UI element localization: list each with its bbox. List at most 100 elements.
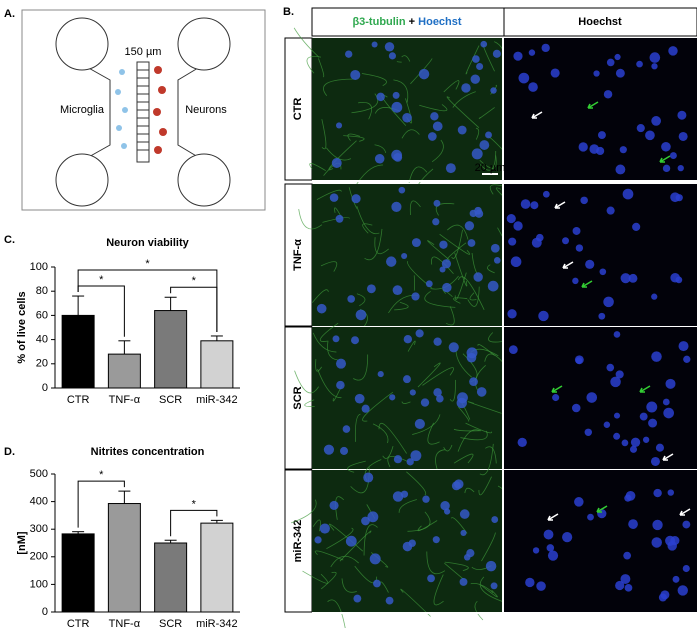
nucleus: [661, 141, 671, 152]
nucleus: [414, 418, 425, 430]
neurite: [470, 583, 494, 594]
neurite: [323, 78, 357, 97]
neurite: [408, 166, 428, 183]
nucleus: [403, 335, 413, 344]
y-tick-label: 100: [30, 578, 48, 590]
nucleus: [329, 193, 339, 202]
bar: [154, 542, 188, 613]
nucleus: [628, 273, 638, 283]
nucleus: [351, 336, 359, 345]
nucleus: [532, 547, 540, 554]
nucleus: [531, 237, 542, 248]
diagram-label: Microglia: [60, 104, 105, 116]
nucleus: [340, 446, 349, 455]
nucleus: [597, 131, 606, 140]
nucleus: [476, 62, 484, 71]
neurite: [451, 229, 463, 259]
y-tick-label: 400: [30, 496, 48, 508]
neurite: [362, 223, 373, 234]
nucleus: [479, 140, 490, 150]
nucleus: [572, 277, 579, 285]
nucleus: [448, 342, 459, 353]
nucleus: [574, 355, 584, 365]
neurite: [447, 224, 469, 240]
nucleus: [520, 199, 531, 209]
nucleus: [433, 199, 441, 207]
bar: [200, 522, 234, 613]
neurite: [452, 91, 476, 108]
neurite: [320, 571, 337, 590]
nucleus: [347, 295, 356, 303]
nucleus: [508, 237, 517, 246]
neurite: [319, 322, 339, 342]
row-label-cell: [284, 469, 313, 613]
arrow: [662, 453, 674, 461]
neurite: [362, 391, 394, 422]
bar: [61, 533, 95, 613]
nucleus: [470, 74, 480, 84]
nucleus: [457, 125, 467, 135]
nucleus: [331, 158, 342, 169]
arrow: [639, 385, 651, 393]
y-tick-label: 200: [30, 551, 48, 563]
nucleus: [665, 378, 676, 389]
micrograph: [312, 38, 502, 180]
neurite: [427, 422, 440, 445]
neurite: [478, 107, 495, 119]
nucleus: [525, 577, 535, 588]
nucleus: [490, 582, 498, 590]
nucleus: [422, 495, 430, 503]
nucleus: [585, 259, 595, 269]
nucleus: [663, 407, 674, 419]
y-tick-label: 300: [30, 523, 48, 535]
nucleus: [651, 293, 658, 300]
nucleus: [445, 163, 456, 174]
nucleus: [589, 144, 600, 154]
neurite: [426, 551, 446, 575]
bar: [61, 314, 95, 389]
nucleus: [398, 186, 406, 194]
nucleus: [391, 101, 403, 113]
nucleus: [420, 398, 430, 407]
neurite: [455, 350, 472, 378]
nucleus: [345, 535, 357, 547]
nucleus: [469, 377, 478, 387]
nucleus: [642, 436, 650, 443]
nucleus: [513, 221, 523, 231]
significance-label: *: [192, 275, 197, 287]
neurite: [479, 155, 497, 169]
nucleus: [425, 280, 433, 288]
nucleus: [620, 273, 631, 284]
nucleus: [432, 121, 443, 132]
row-label-cell: [284, 37, 313, 181]
neurite: [363, 524, 378, 556]
nucleus: [546, 544, 555, 552]
nucleus: [574, 497, 584, 507]
nucleus: [682, 520, 691, 529]
nucleus: [662, 398, 670, 406]
nucleus: [367, 511, 379, 523]
nucleus: [508, 345, 518, 355]
nucleus: [619, 146, 627, 154]
neurite: [401, 55, 411, 62]
nucleus: [459, 577, 468, 586]
nucleus: [374, 153, 385, 164]
nucleus: [409, 389, 416, 396]
nucleus: [586, 392, 598, 403]
nucleus: [427, 574, 435, 583]
neurite: [453, 453, 474, 464]
nucleus: [572, 227, 581, 235]
nucleus: [677, 164, 684, 172]
nucleus: [518, 72, 530, 84]
neurite: [474, 600, 484, 621]
y-tick-label: 500: [30, 468, 48, 480]
nucleus: [433, 337, 442, 346]
neurite: [393, 79, 409, 103]
nucleus: [363, 472, 374, 483]
neurite: [417, 362, 441, 388]
column-header: β3-tubulin + Hoechst: [352, 16, 461, 28]
neurite: [481, 532, 496, 562]
arrow: [679, 508, 691, 516]
y-tick-label: 80: [36, 285, 48, 297]
x-tick-label: CTR: [67, 618, 90, 628]
